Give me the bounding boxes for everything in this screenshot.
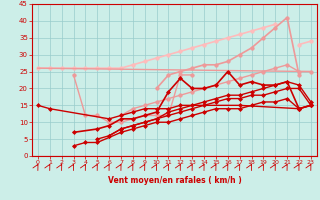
- X-axis label: Vent moyen/en rafales ( km/h ): Vent moyen/en rafales ( km/h ): [108, 176, 241, 185]
